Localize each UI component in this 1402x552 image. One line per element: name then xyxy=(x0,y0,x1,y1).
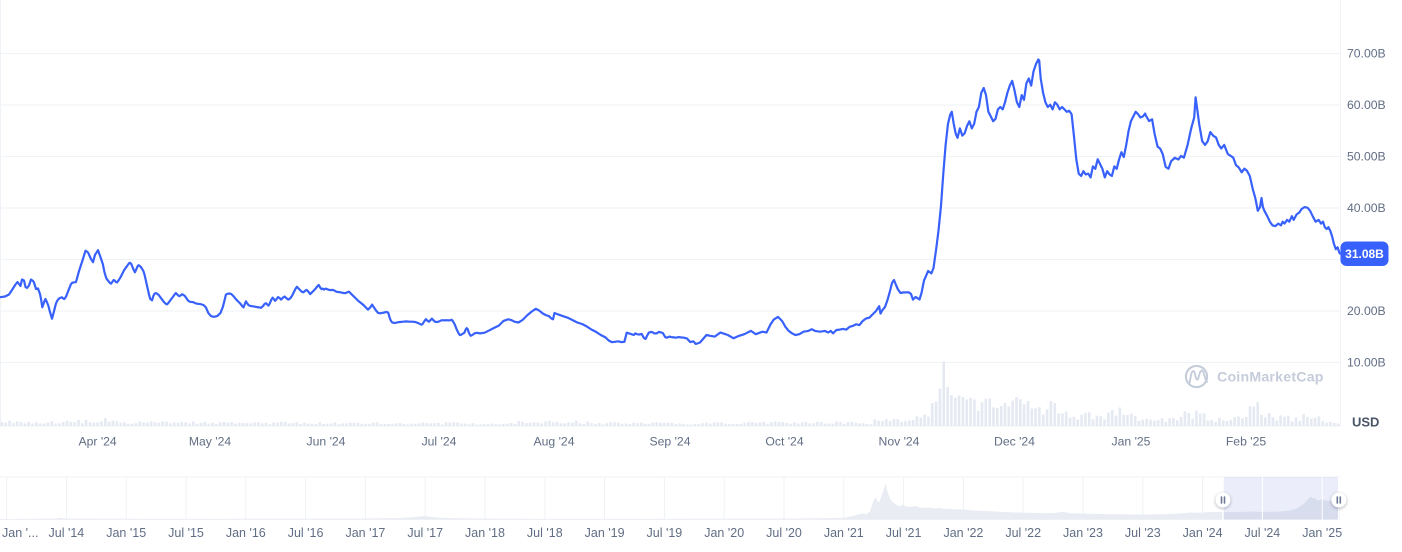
svg-text:Jan '25: Jan '25 xyxy=(1302,526,1342,540)
svg-text:May '24: May '24 xyxy=(189,435,232,449)
svg-text:Jan '19: Jan '19 xyxy=(585,526,625,540)
svg-text:Jan '18: Jan '18 xyxy=(465,526,505,540)
svg-text:Jul '15: Jul '15 xyxy=(168,526,204,540)
svg-text:10.00B: 10.00B xyxy=(1347,356,1386,370)
svg-text:Jan '21: Jan '21 xyxy=(824,526,864,540)
svg-text:31.08B: 31.08B xyxy=(1345,247,1384,261)
svg-text:Apr '24: Apr '24 xyxy=(78,435,116,449)
svg-text:Jul '20: Jul '20 xyxy=(766,526,802,540)
svg-text:USD: USD xyxy=(1352,415,1379,430)
svg-text:Jan '23: Jan '23 xyxy=(1063,526,1103,540)
svg-text:Jan '15: Jan '15 xyxy=(106,526,146,540)
svg-text:Jan '24: Jan '24 xyxy=(1183,526,1223,540)
svg-text:20.00B: 20.00B xyxy=(1347,304,1386,318)
svg-text:Jul '19: Jul '19 xyxy=(647,526,683,540)
svg-text:Jan '...: Jan '... xyxy=(2,526,38,540)
svg-text:Jul '18: Jul '18 xyxy=(527,526,563,540)
svg-text:70.00B: 70.00B xyxy=(1347,47,1386,61)
svg-text:Feb '25: Feb '25 xyxy=(1226,435,1266,449)
svg-text:CoinMarketCap: CoinMarketCap xyxy=(1217,370,1324,386)
svg-text:50.00B: 50.00B xyxy=(1347,150,1386,164)
svg-text:40.00B: 40.00B xyxy=(1347,201,1386,215)
svg-text:Jul '22: Jul '22 xyxy=(1005,526,1041,540)
svg-text:Jan '17: Jan '17 xyxy=(345,526,385,540)
svg-text:Jan '20: Jan '20 xyxy=(704,526,744,540)
svg-text:Aug '24: Aug '24 xyxy=(534,435,575,449)
svg-text:Dec '24: Dec '24 xyxy=(994,435,1035,449)
svg-text:Jul '17: Jul '17 xyxy=(407,526,443,540)
svg-text:Jan '25: Jan '25 xyxy=(1112,435,1151,449)
svg-text:Jul '16: Jul '16 xyxy=(288,526,324,540)
svg-text:Jan '16: Jan '16 xyxy=(226,526,266,540)
svg-text:60.00B: 60.00B xyxy=(1347,98,1386,112)
svg-text:Oct '24: Oct '24 xyxy=(765,435,803,449)
svg-text:Jul '21: Jul '21 xyxy=(886,526,922,540)
svg-text:Sep '24: Sep '24 xyxy=(650,435,691,449)
svg-text:Jul '23: Jul '23 xyxy=(1125,526,1161,540)
svg-text:Jul '24: Jul '24 xyxy=(1245,526,1281,540)
svg-text:Jan '22: Jan '22 xyxy=(943,526,983,540)
svg-text:Jun '24: Jun '24 xyxy=(307,435,346,449)
svg-text:Nov '24: Nov '24 xyxy=(879,435,920,449)
svg-text:Jul '24: Jul '24 xyxy=(422,435,457,449)
svg-text:Jul '14: Jul '14 xyxy=(49,526,85,540)
